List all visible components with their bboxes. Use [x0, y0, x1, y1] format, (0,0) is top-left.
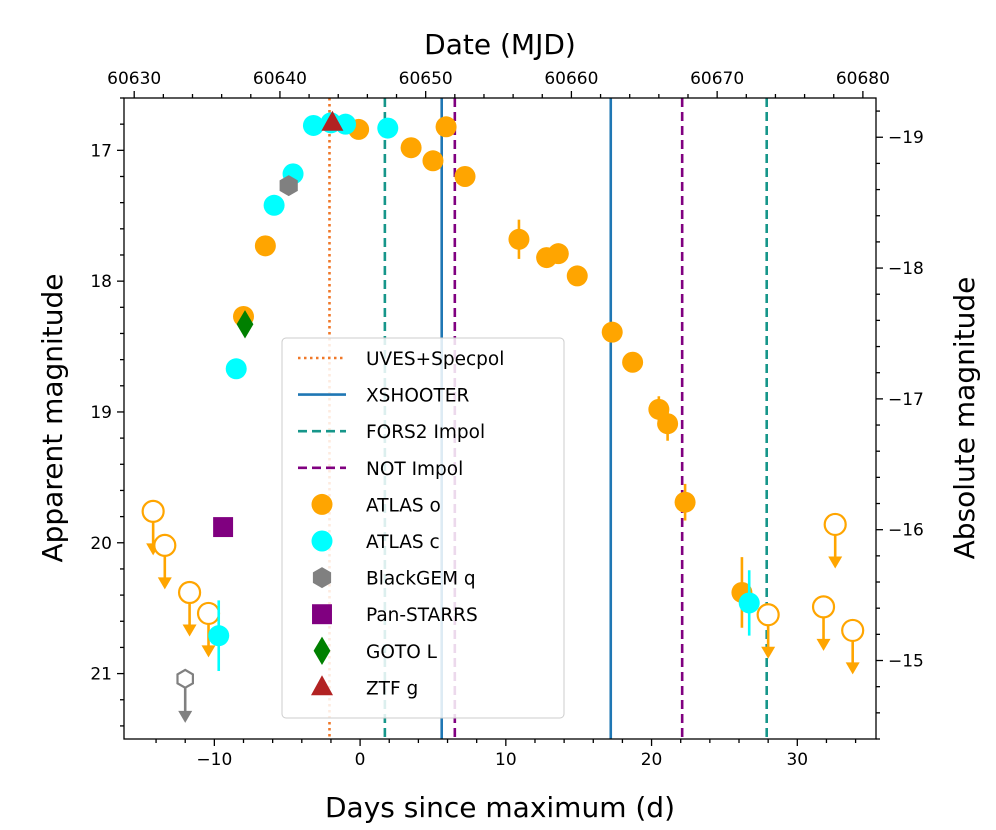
- atlas-o-point: [547, 243, 569, 265]
- plot-marks: [141, 98, 865, 739]
- legend-label-xshooter: XSHOOTER: [366, 386, 469, 407]
- x-tick-label: 0: [355, 750, 366, 770]
- top-tick-label: 60650: [399, 69, 453, 89]
- atlas-o-point: [674, 491, 696, 513]
- atlas-o-upper-limit: [141, 499, 165, 523]
- right-tick-label: −18: [888, 259, 924, 279]
- atlas-o-upper-limit: [177, 580, 202, 605]
- legend-marker-ztf-g: [311, 675, 333, 696]
- right-tick-label: −19: [888, 128, 924, 148]
- atlas-o-point: [657, 413, 679, 435]
- atlas-o-point: [622, 351, 644, 373]
- x-tick-label: 30: [786, 750, 808, 770]
- atlas-o-point: [422, 150, 444, 172]
- y-axis-label: Apparent magnitude: [36, 273, 69, 562]
- atlas-o-point: [566, 265, 588, 287]
- x-tick-label: 20: [641, 750, 663, 770]
- legend-box: [281, 337, 565, 719]
- legend-marker-atlas-o: [311, 493, 333, 515]
- legend-label-atlas-c: ATLAS c: [366, 532, 440, 553]
- x-tick-label: −10: [196, 750, 232, 770]
- top-tick-label: 60640: [253, 69, 307, 89]
- atlas-o-upper-limit: [811, 595, 836, 619]
- legend-marker-atlas-c: [311, 530, 333, 552]
- blackgem-q-limit-arrowhead: [178, 710, 193, 723]
- atlas-o-point: [400, 137, 422, 159]
- atlas-o-limit-arrowhead: [845, 662, 860, 675]
- legend-label-not-impol: NOT Impol: [366, 459, 463, 480]
- legend-label-blackgem-q: BlackGEM q: [366, 569, 476, 590]
- atlas-o-upper-limit: [153, 533, 177, 557]
- y-tick-label: 17: [90, 141, 112, 161]
- right-tick-label: −15: [888, 652, 924, 672]
- ztf-g-point: [321, 110, 344, 131]
- legend-label-uves-specpol: UVES+Specpol: [366, 349, 504, 370]
- pan-starrs-point: [213, 517, 234, 538]
- top-tick-label: 60670: [690, 69, 744, 89]
- plot-frame: [123, 97, 877, 740]
- atlas-o-limit-arrowhead: [816, 638, 831, 651]
- atlas-o-upper-limit: [196, 601, 221, 626]
- y-tick-label: 20: [90, 534, 112, 554]
- top-tick-label: 60680: [836, 69, 890, 89]
- atlas-o-limit-arrowhead: [761, 646, 776, 659]
- x-axis-label: Days since maximum (d): [325, 791, 675, 824]
- atlas-c-point: [208, 625, 230, 647]
- atlas-c-point: [302, 114, 324, 136]
- atlas-o-upper-limit: [841, 618, 865, 643]
- atlas-c-point: [225, 358, 247, 380]
- legend-label-pan-starrs: Pan-STARRS: [366, 605, 478, 626]
- atlas-c-point: [377, 117, 399, 139]
- atlas-o-point: [254, 235, 276, 257]
- atlas-o-upper-limit: [823, 512, 847, 537]
- blackgem-q-upper-limit: [176, 668, 194, 689]
- atlas-c-point: [738, 592, 760, 614]
- legend-marker-goto-l: [313, 636, 331, 665]
- atlas-o-upper-limit: [756, 603, 780, 627]
- right-axis-label: Absolute magnitude: [948, 277, 981, 560]
- legend-label-ztf-g: ZTF g: [366, 678, 418, 699]
- right-tick-label: −16: [888, 521, 924, 541]
- atlas-o-limit-arrowhead: [201, 645, 216, 658]
- top-tick-label: 60630: [107, 69, 161, 89]
- legend-label-fors2-impol: FORS2 Impol: [366, 422, 485, 443]
- atlas-o-point: [435, 116, 457, 138]
- atlas-o-limit-arrowhead: [828, 556, 843, 569]
- atlas-o-limit-arrowhead: [157, 577, 172, 590]
- blackgem-q-point: [279, 175, 298, 197]
- y-tick-label: 21: [90, 665, 112, 685]
- atlas-o-point: [508, 228, 530, 250]
- top-tick-label: 60660: [544, 69, 598, 89]
- legend-label-atlas-o: ATLAS o: [366, 495, 441, 516]
- legend: UVES+Specpol XSHOOTER FORS2 Impol NOT Impol…: [281, 337, 565, 719]
- y-tick-label: 19: [90, 403, 112, 423]
- goto-l-point: [236, 310, 254, 339]
- right-tick-label: −17: [888, 390, 924, 410]
- top-axis-label: Date (MJD): [424, 28, 576, 61]
- atlas-o-limit-arrowhead: [182, 624, 197, 637]
- y-tick-label: 18: [90, 272, 112, 292]
- axis-ticks: −10 0 10 20 30 60630 60640 60650 60660 60670 60680…: [90, 69, 924, 770]
- atlas-o-point: [454, 165, 476, 187]
- atlas-c-point: [263, 194, 285, 216]
- legend-label-goto-l: GOTO L: [366, 642, 438, 663]
- atlas-o-point: [601, 321, 623, 343]
- x-tick-label: 10: [495, 750, 517, 770]
- legend-marker-pan-starrs: [312, 604, 332, 625]
- legend-marker-blackgem-q: [312, 567, 332, 589]
